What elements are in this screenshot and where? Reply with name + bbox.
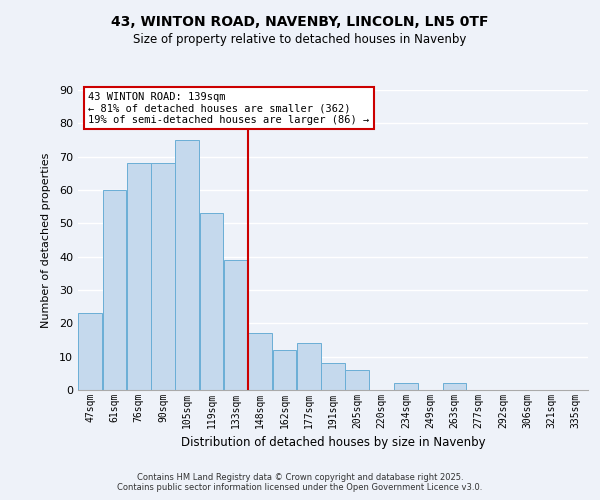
Bar (151, 164, 175, 390)
Bar (127, 164, 151, 390)
Bar (224, 260, 248, 390)
Bar (321, 364, 345, 390)
Text: Contains HM Land Registry data © Crown copyright and database right 2025.
Contai: Contains HM Land Registry data © Crown c… (118, 473, 482, 492)
Text: 43 WINTON ROAD: 139sqm
← 81% of detached houses are smaller (362)
19% of semi-de: 43 WINTON ROAD: 139sqm ← 81% of detached… (88, 92, 370, 124)
Bar (272, 350, 296, 390)
Bar (394, 384, 418, 390)
Bar (346, 370, 369, 390)
Bar (443, 384, 466, 390)
Bar (200, 214, 223, 390)
Bar (175, 140, 199, 390)
X-axis label: Distribution of detached houses by size in Navenby: Distribution of detached houses by size … (181, 436, 485, 450)
Text: 43, WINTON ROAD, NAVENBY, LINCOLN, LN5 0TF: 43, WINTON ROAD, NAVENBY, LINCOLN, LN5 0… (111, 15, 489, 29)
Text: Size of property relative to detached houses in Navenby: Size of property relative to detached ho… (133, 32, 467, 46)
Bar (78, 314, 102, 390)
Y-axis label: Number of detached properties: Number of detached properties (41, 152, 50, 328)
Bar (297, 344, 320, 390)
Bar (248, 334, 272, 390)
Bar (103, 190, 127, 390)
